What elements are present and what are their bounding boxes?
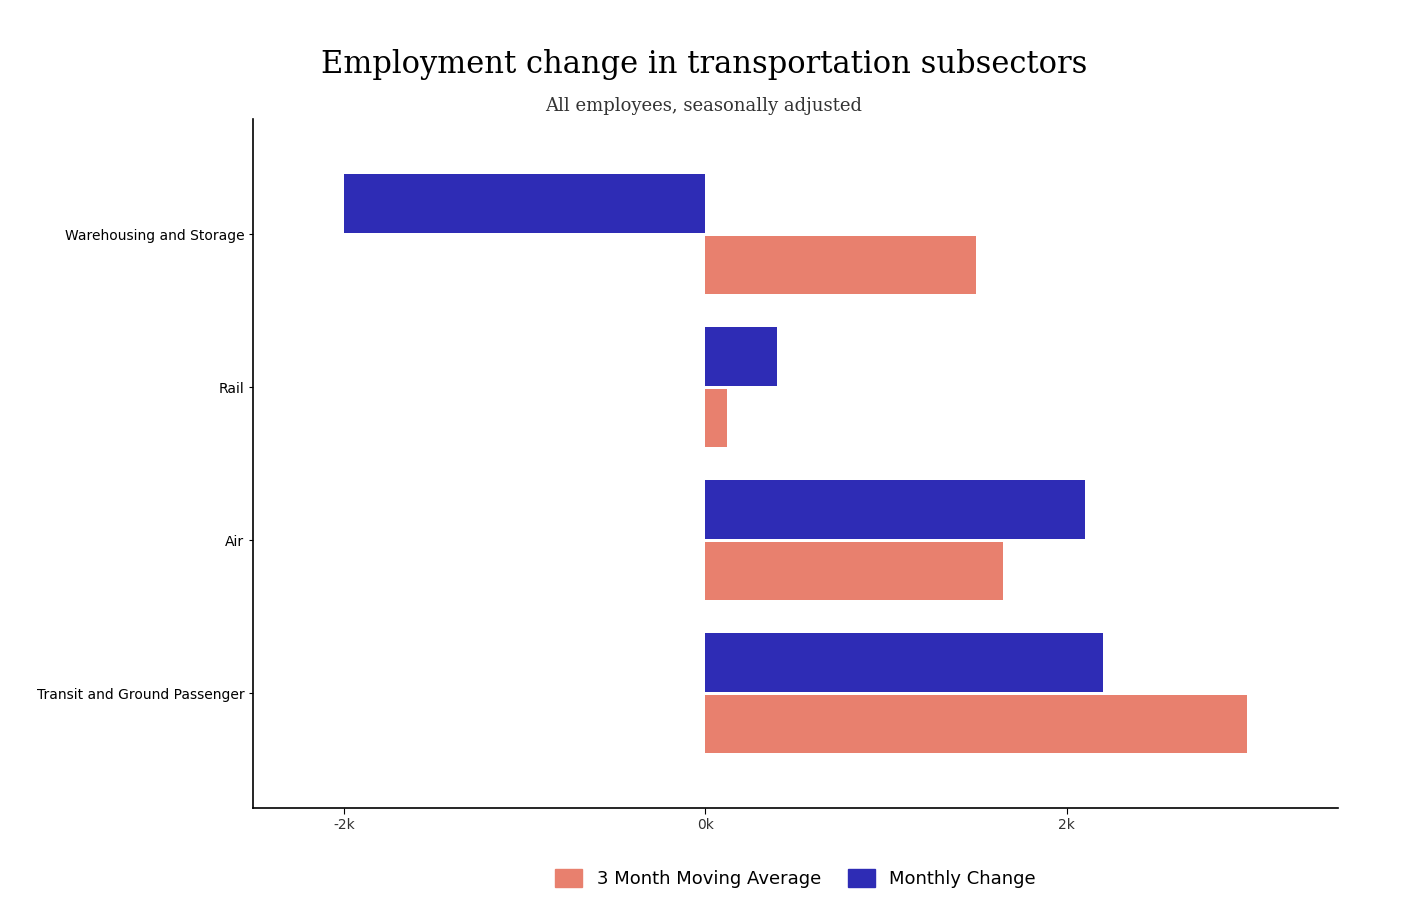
Bar (705, 633, 1102, 691)
Bar (705, 480, 1084, 539)
Legend: 3 Month Moving Average, Monthly Change: 3 Month Moving Average, Monthly Change (555, 869, 1036, 889)
Bar (705, 388, 727, 447)
Text: Employment change in transportation subsectors: Employment change in transportation subs… (321, 49, 1087, 80)
Bar (344, 174, 705, 232)
Bar (705, 328, 777, 386)
Bar (705, 695, 1247, 753)
Bar (705, 236, 976, 294)
Text: All employees, seasonally adjusted: All employees, seasonally adjusted (545, 96, 863, 115)
Bar (705, 542, 1004, 599)
